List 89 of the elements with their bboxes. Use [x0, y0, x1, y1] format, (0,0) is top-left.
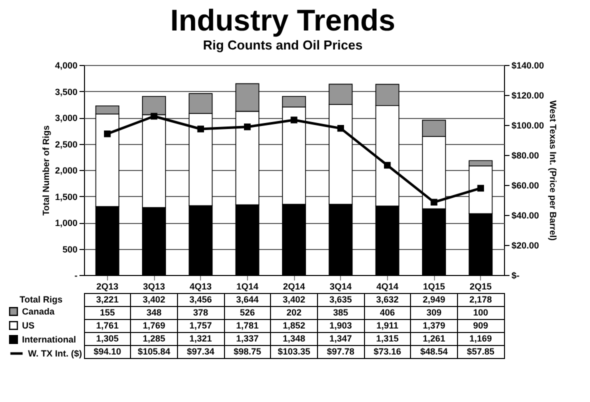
total-label: 3,221 — [96, 294, 119, 304]
y-tick-label: 500 — [62, 244, 78, 254]
y-tick-label: - — [74, 270, 78, 280]
text: Total Rigs — [20, 294, 62, 304]
y2-tick-label: $120.00 — [512, 90, 544, 100]
y-tick-label: 3,000 — [54, 113, 78, 123]
y-tick-label: 2,000 — [54, 166, 78, 176]
y-tick-label: 1,500 — [54, 192, 78, 202]
x-tick-label: 4Q13 — [190, 282, 212, 292]
x-tick-label: 2Q13 — [96, 282, 118, 292]
data-label: 909 — [473, 320, 488, 330]
legend-label: W. TX Int. ($) — [28, 348, 82, 358]
y-tick-label: 4,000 — [54, 60, 78, 70]
data-label: 526 — [240, 308, 255, 318]
data-label: 1,347 — [329, 334, 352, 344]
data-label: 155 — [100, 308, 115, 318]
point — [384, 162, 391, 169]
y2-tick-label: $100.00 — [512, 120, 544, 130]
data-label: 1,315 — [376, 334, 399, 344]
total-label: 2,949 — [422, 294, 446, 304]
data-label: $97.34 — [186, 346, 214, 356]
point — [290, 116, 298, 124]
data-label: 1,761 — [96, 320, 119, 330]
data-label: 1,781 — [236, 320, 259, 330]
data-label: $73.16 — [374, 346, 402, 356]
data-label: $97.78 — [326, 346, 354, 356]
y2-tick-label: $80.00 — [512, 150, 540, 160]
y2-tick-label: $60.00 — [512, 180, 540, 190]
chart-subtitle: Rig Counts and Oil Prices — [202, 38, 363, 52]
data-label: $57.85 — [466, 346, 494, 356]
total-label: 3,456 — [189, 294, 212, 304]
data-label: $98.75 — [234, 346, 262, 356]
y-axis-title: Total Number of Rigs — [40, 125, 51, 216]
y2-tick-label: $40.00 — [512, 210, 540, 220]
legend-label: International — [22, 334, 76, 344]
data-label: 348 — [146, 308, 162, 318]
data-label: $48.54 — [420, 346, 448, 356]
point — [477, 184, 484, 192]
total-label: 3,402 — [282, 294, 306, 304]
data-label: 1,903 — [329, 320, 352, 330]
x-tick-label: 2Q15 — [470, 282, 492, 292]
y2-tick-label: $140.00 — [512, 60, 544, 70]
legend-label: US — [22, 320, 35, 330]
legend-label: Canada — [22, 306, 56, 316]
data-label: 1,852 — [282, 320, 306, 330]
data-label: 1,348 — [282, 334, 306, 344]
data-label: 100 — [473, 308, 488, 318]
data-label: 378 — [193, 308, 208, 318]
x-tick-label: 3Q13 — [142, 282, 166, 292]
total-label: 2,178 — [469, 294, 492, 304]
data-label: 1,337 — [236, 334, 259, 344]
x-tick-label: 1Q14 — [236, 282, 258, 292]
data-label: 1,911 — [376, 320, 398, 330]
data-label: 1,769 — [142, 320, 166, 330]
data-label: 309 — [426, 308, 442, 318]
total-label: 3,635 — [329, 294, 352, 304]
x-tick-label: 2Q14 — [282, 282, 306, 292]
point — [104, 130, 111, 138]
total-label: 3,632 — [376, 294, 399, 304]
point — [150, 112, 158, 120]
chart-title: Industry Trends — [170, 4, 396, 38]
data-label: 1,261 — [422, 334, 446, 344]
data-label: 1,169 — [469, 334, 492, 344]
y2-tick-label: $- — [512, 270, 520, 280]
y-tick-label: 2,500 — [54, 139, 78, 150]
point — [244, 124, 251, 130]
point — [430, 198, 438, 206]
data-label: 1,757 — [189, 320, 212, 330]
x-tick-label: 4Q14 — [376, 282, 398, 292]
data-label: 1,321 — [189, 334, 212, 344]
data-label: 202 — [286, 308, 302, 318]
data-label: $105.84 — [138, 346, 170, 356]
total-label: 3,402 — [142, 294, 166, 304]
y-tick-label: 3,500 — [54, 86, 78, 97]
data-label: $94.10 — [94, 346, 122, 356]
y2-tick-label: $20.00 — [512, 240, 540, 250]
total-label: 3,644 — [236, 294, 259, 304]
data-label: 385 — [333, 308, 348, 318]
data-label: 1,379 — [422, 320, 446, 330]
point — [337, 124, 344, 132]
y-tick-label: 1,000 — [54, 218, 78, 228]
data-label: 406 — [380, 308, 395, 318]
data-label: 1,285 — [142, 334, 166, 344]
data-label: 1,305 — [96, 334, 119, 344]
x-tick-label: 3Q14 — [330, 282, 352, 292]
y2-axis-title: West Texas Int. (Price per Barrel) — [548, 100, 558, 241]
point — [197, 126, 204, 132]
data-label: $103.35 — [278, 346, 310, 356]
x-tick-label: 1Q15 — [422, 282, 446, 292]
